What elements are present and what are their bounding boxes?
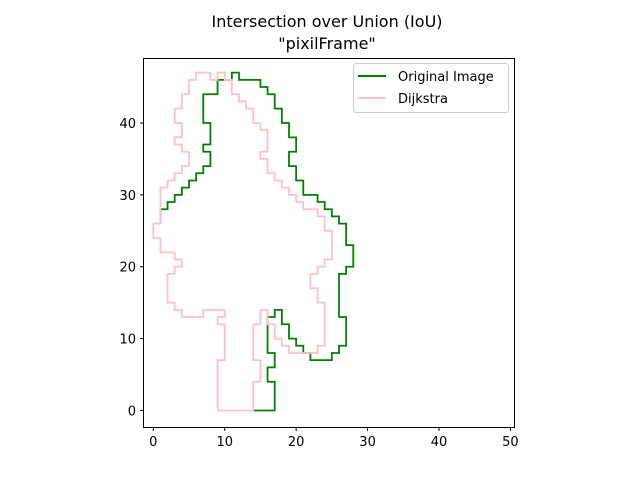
legend-box <box>353 63 509 113</box>
y-tick-label: 30 <box>119 189 136 204</box>
y-tick-label: 20 <box>119 261 136 276</box>
x-axis: 0 10 20 30 40 50 <box>149 427 519 450</box>
y-axis: 0 10 20 30 40 <box>119 117 144 419</box>
y-tick-label: 10 <box>119 333 136 348</box>
x-tick-label: 40 <box>431 435 448 450</box>
series-line-dijkstra <box>152 71 333 412</box>
legend: Original Image Dijkstra <box>353 63 509 113</box>
y-tick-label: 40 <box>119 117 136 132</box>
x-tick-label: 30 <box>359 435 376 450</box>
x-tick-label: 20 <box>288 435 305 450</box>
chart-subtitle: "pixilFrame" <box>278 34 376 53</box>
chart-title: Intersection over Union (IoU) <box>211 12 442 31</box>
series-layer <box>152 71 355 412</box>
legend-label-dijkstra: Dijkstra <box>398 92 448 107</box>
legend-label-original-image: Original Image <box>398 70 494 85</box>
x-tick-label: 50 <box>502 435 519 450</box>
x-tick-label: 10 <box>216 435 233 450</box>
x-tick-label: 0 <box>149 435 157 450</box>
plot-frame <box>143 58 515 428</box>
y-tick-label: 0 <box>128 404 136 419</box>
series-line-original-image <box>159 71 355 412</box>
